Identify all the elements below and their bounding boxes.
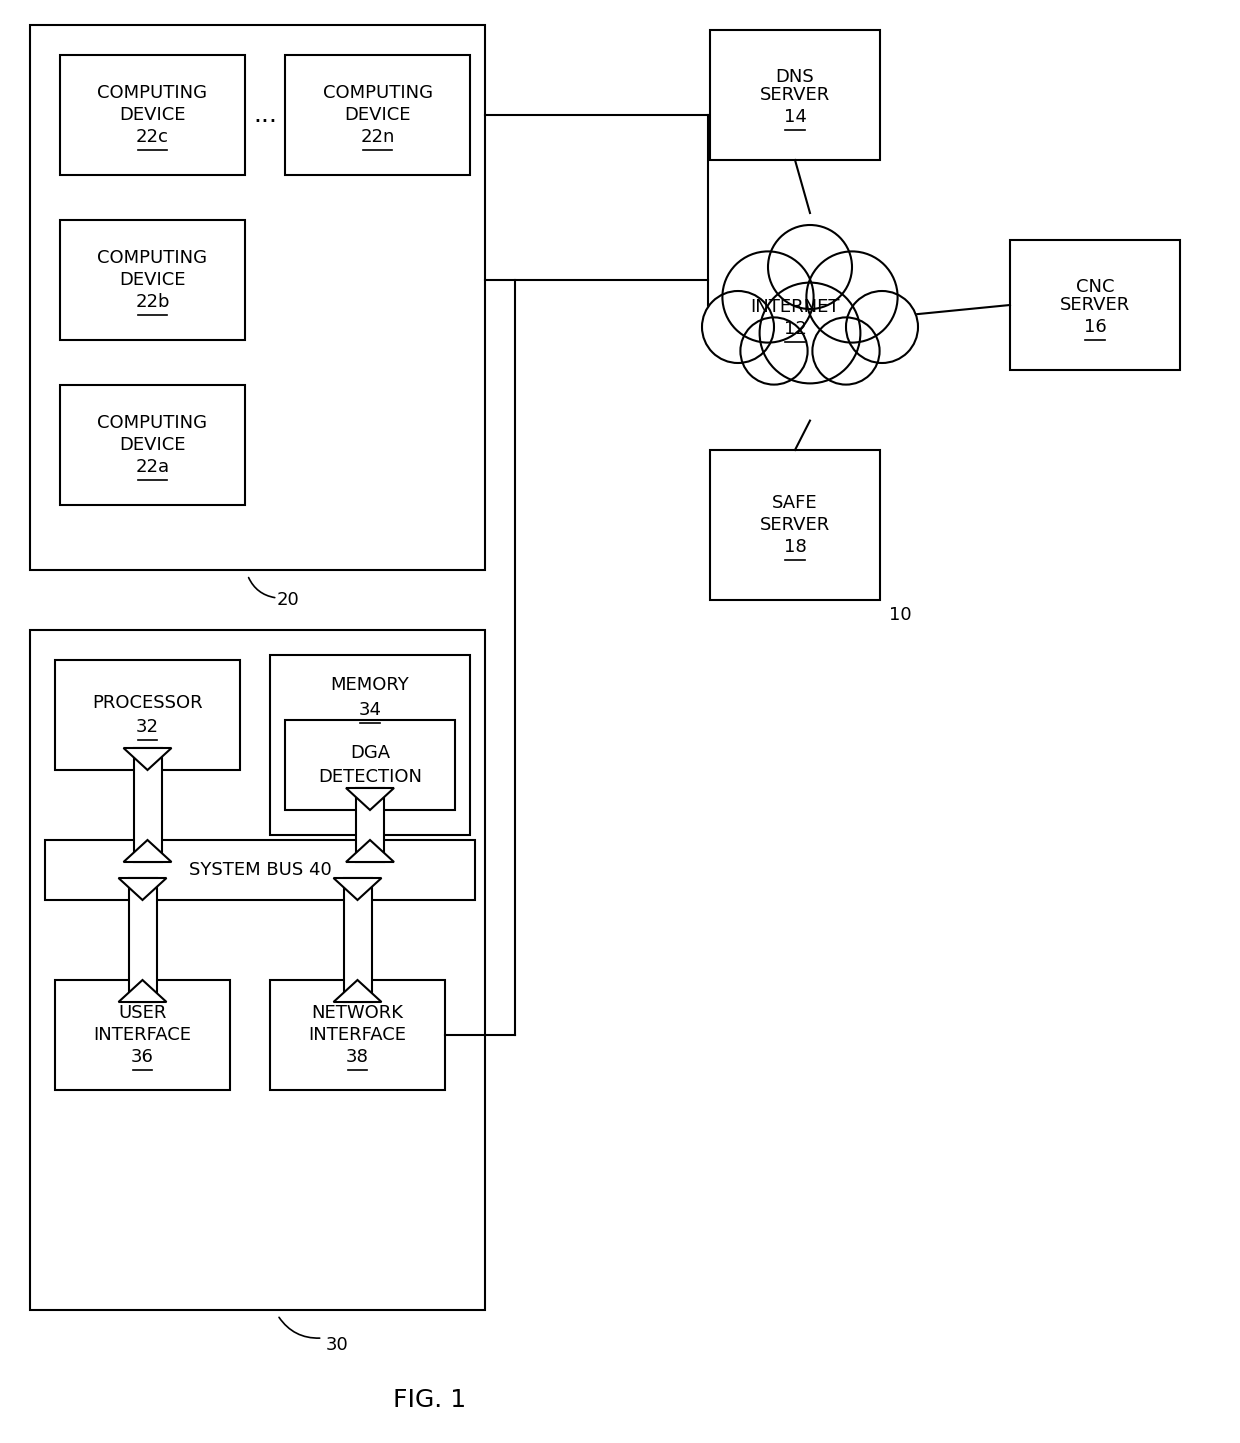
Text: COMPUTING: COMPUTING — [98, 414, 207, 431]
Bar — [55, 659, 241, 771]
Text: 38: 38 — [346, 1048, 370, 1066]
Text: USER: USER — [118, 1004, 166, 1022]
Circle shape — [760, 283, 861, 384]
Bar — [60, 219, 246, 341]
Circle shape — [740, 317, 807, 385]
Text: FIG. 1: FIG. 1 — [393, 1388, 466, 1413]
Text: SERVER: SERVER — [760, 517, 830, 534]
Bar — [134, 747, 161, 861]
Text: SYSTEM BUS 40: SYSTEM BUS 40 — [188, 861, 331, 879]
Text: COMPUTING: COMPUTING — [322, 84, 433, 102]
Bar — [285, 55, 470, 175]
Bar — [60, 385, 246, 505]
Polygon shape — [334, 877, 382, 900]
Text: SERVER: SERVER — [760, 87, 830, 104]
Bar — [270, 980, 445, 1089]
Text: 22a: 22a — [135, 457, 170, 476]
Bar — [270, 655, 470, 835]
Text: DEVICE: DEVICE — [119, 271, 186, 289]
Text: 18: 18 — [784, 538, 806, 556]
Bar — [60, 55, 246, 175]
Text: INTERFACE: INTERFACE — [309, 1026, 407, 1043]
Text: INTERNET: INTERNET — [750, 299, 839, 316]
Text: 16: 16 — [1084, 317, 1106, 336]
Bar — [343, 877, 372, 1001]
Polygon shape — [346, 788, 394, 810]
Bar — [30, 25, 485, 570]
Text: 36: 36 — [131, 1048, 154, 1066]
Bar — [45, 840, 475, 900]
Bar — [285, 720, 455, 810]
Bar — [711, 30, 880, 160]
Circle shape — [812, 317, 879, 385]
Text: 22c: 22c — [136, 128, 169, 146]
Circle shape — [846, 291, 918, 364]
Text: DGA: DGA — [350, 745, 391, 762]
Bar — [30, 631, 485, 1310]
Text: 10: 10 — [889, 606, 911, 623]
Text: DETECTION: DETECTION — [317, 768, 422, 786]
Text: DEVICE: DEVICE — [119, 436, 186, 455]
Text: MEMORY: MEMORY — [331, 675, 409, 694]
Text: DNS: DNS — [776, 68, 815, 87]
Text: 30: 30 — [326, 1336, 348, 1354]
Text: COMPUTING: COMPUTING — [98, 250, 207, 267]
Text: PROCESSOR: PROCESSOR — [92, 694, 203, 711]
Bar — [55, 980, 229, 1089]
Text: SAFE: SAFE — [773, 494, 818, 512]
Polygon shape — [124, 747, 171, 771]
Circle shape — [723, 251, 813, 342]
Text: 14: 14 — [784, 108, 806, 126]
Bar — [356, 788, 384, 861]
Circle shape — [702, 291, 774, 364]
Text: INTERFACE: INTERFACE — [93, 1026, 191, 1043]
Text: 22b: 22b — [135, 293, 170, 312]
Polygon shape — [119, 877, 166, 900]
Text: COMPUTING: COMPUTING — [98, 84, 207, 102]
Bar — [711, 450, 880, 600]
Text: 34: 34 — [358, 701, 382, 719]
Text: 32: 32 — [136, 719, 159, 736]
Text: 22n: 22n — [361, 128, 394, 146]
Polygon shape — [334, 980, 382, 1001]
Text: DEVICE: DEVICE — [345, 105, 410, 124]
Text: 20: 20 — [277, 592, 299, 609]
Polygon shape — [124, 840, 171, 861]
Circle shape — [768, 225, 852, 309]
Text: 12: 12 — [784, 320, 806, 338]
Text: NETWORK: NETWORK — [311, 1004, 403, 1022]
Polygon shape — [346, 840, 394, 861]
Text: DEVICE: DEVICE — [119, 105, 186, 124]
Text: CNC: CNC — [1076, 278, 1115, 296]
Bar — [129, 877, 156, 1001]
Text: ...: ... — [253, 102, 277, 127]
Text: SERVER: SERVER — [1060, 296, 1130, 315]
Bar — [1011, 240, 1180, 369]
Circle shape — [806, 251, 898, 342]
Polygon shape — [119, 980, 166, 1001]
